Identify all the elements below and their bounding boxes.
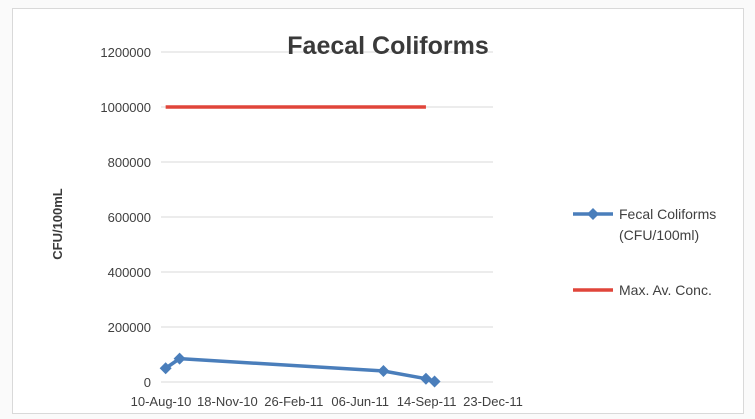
chart-frame: 0 200000 400000 600000 800000 1000000 1200000 …	[12, 8, 744, 414]
y-tick-label-0: 0	[144, 375, 151, 390]
series-group	[159, 105, 441, 388]
x-axis-ticks: 10-Aug-10 18-Nov-10 26-Feb-11 06-Jun-11 14-S…	[131, 394, 523, 409]
chart-title: Faecal Coliforms	[287, 32, 488, 60]
y-tick-label-4: 800000	[108, 155, 151, 170]
gridlines	[161, 51, 493, 383]
legend-label-1-0: Max. Av. Conc.	[619, 282, 712, 298]
series-0-point-0	[159, 362, 172, 375]
x-tick-label-3: 06-Jun-11	[331, 394, 389, 409]
series-0-point-2	[377, 365, 390, 377]
y-tick-label-3: 600000	[108, 210, 151, 225]
y-tick-label-6: 1200000	[100, 45, 151, 60]
series-0-point-1	[173, 352, 186, 365]
x-tick-label-1: 18-Nov-10	[197, 394, 258, 409]
legend-label-0-1: (CFU/100ml)	[619, 227, 699, 243]
y-tick-label-5: 1000000	[100, 100, 151, 115]
series-line-0	[164, 356, 436, 384]
legend-marker-0	[587, 208, 599, 220]
x-tick-label-5: 23-Dec-11	[463, 394, 523, 409]
y-tick-label-2: 400000	[108, 265, 151, 280]
y-axis-ticks: 0 200000 400000 600000 800000 1000000 1200000	[100, 45, 151, 390]
x-tick-label-4: 14-Sep-11	[397, 394, 457, 409]
legend: Fecal Coliforms (CFU/100ml) Max. Av. Conc.	[573, 206, 716, 298]
y-tick-label-1: 200000	[108, 320, 151, 335]
x-tick-label-2: 26-Feb-11	[264, 394, 323, 409]
y-axis-label: CFU/100mL	[50, 188, 65, 260]
series-0-point-4	[428, 375, 441, 388]
x-tick-label-0: 10-Aug-10	[131, 394, 192, 409]
legend-label-0-0: Fecal Coliforms	[619, 206, 716, 222]
line-chart: 020000040000060000080000010000001200000 …	[50, 32, 716, 409]
